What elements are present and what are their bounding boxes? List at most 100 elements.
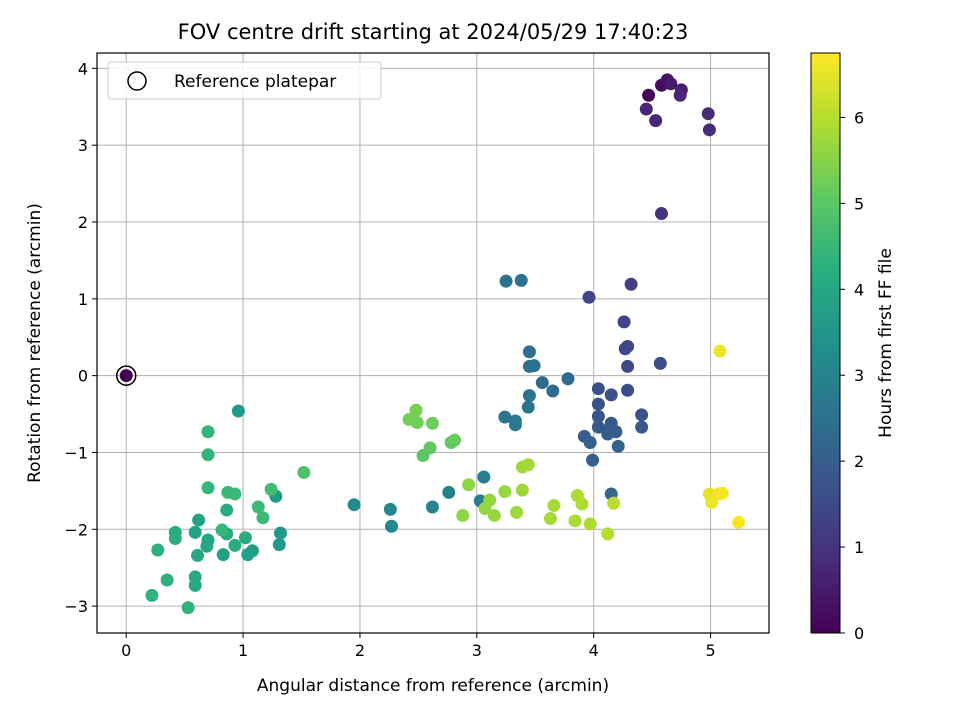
reference-point <box>119 369 133 383</box>
data-point <box>483 493 497 507</box>
data-point <box>521 400 535 414</box>
data-point <box>521 458 535 472</box>
data-point <box>586 453 600 467</box>
data-point <box>201 481 215 495</box>
data-point <box>188 578 202 592</box>
data-point <box>522 359 536 373</box>
data-point <box>385 519 399 533</box>
data-point <box>442 485 456 499</box>
data-point <box>604 388 618 402</box>
legend: Reference platepar <box>107 61 382 100</box>
data-point <box>515 483 529 497</box>
data-point <box>425 500 439 514</box>
data-point <box>732 515 746 529</box>
data-point <box>145 588 159 602</box>
data-point <box>618 342 632 356</box>
data-point <box>241 548 255 562</box>
data-point <box>201 425 215 439</box>
reference-marker <box>115 365 137 386</box>
x-tick-label: 0 <box>121 641 131 660</box>
data-point <box>228 487 242 501</box>
data-point <box>192 513 206 527</box>
data-point <box>601 527 615 541</box>
x-axis-ticks: 0 1 2 3 4 5 <box>121 633 716 660</box>
data-point <box>498 485 512 499</box>
plot-frame <box>96 52 770 634</box>
colorbar-tick-label: 4 <box>854 280 864 299</box>
colorbar-tick-label: 2 <box>854 452 864 471</box>
data-point <box>664 77 678 91</box>
legend-entry-reference-platepar: Reference platepar <box>174 72 336 92</box>
y-tick-label: −3 <box>64 597 88 616</box>
x-tick-label: 3 <box>472 641 482 660</box>
colorbar-tick-label: 6 <box>854 108 864 127</box>
data-point <box>635 420 649 434</box>
y-tick-label: −2 <box>64 520 88 539</box>
data-point <box>228 538 242 552</box>
chart-title: FOV centre drift starting at 2024/05/29 … <box>178 20 689 44</box>
data-point <box>611 439 625 453</box>
y-tick-label: 1 <box>78 290 88 309</box>
data-point <box>498 410 512 424</box>
reference-ring <box>115 365 137 386</box>
data-point <box>251 500 265 514</box>
data-point <box>621 383 635 397</box>
data-point <box>601 427 615 441</box>
data-point <box>487 508 501 522</box>
data-point <box>191 548 205 562</box>
data-point <box>702 123 716 137</box>
data-point <box>151 543 165 557</box>
data-point <box>635 408 649 422</box>
data-point <box>649 114 663 128</box>
grid-lines <box>97 53 769 633</box>
data-point <box>272 538 286 552</box>
data-point <box>423 441 437 455</box>
legend-box <box>107 61 382 100</box>
data-point <box>264 482 278 496</box>
data-point <box>425 416 439 430</box>
data-point <box>409 403 423 417</box>
colorbar-tick-label: 3 <box>854 366 864 385</box>
y-tick-label: 2 <box>78 213 88 232</box>
data-point <box>624 277 638 291</box>
data-point <box>583 435 597 449</box>
data-point <box>216 548 230 562</box>
y-tick-label: 4 <box>78 59 88 78</box>
x-tick-label: 4 <box>589 641 599 660</box>
y-tick-label: 0 <box>78 367 88 386</box>
data-point <box>561 372 575 386</box>
data-point <box>715 486 729 500</box>
data-point <box>402 412 416 426</box>
data-point <box>273 526 287 540</box>
data-point <box>256 511 270 525</box>
legend-marker-icon <box>127 71 147 91</box>
data-point <box>607 496 621 510</box>
y-axis-label: Rotation from reference (arcmin) <box>25 203 45 483</box>
data-point <box>583 517 597 531</box>
data-point <box>543 512 557 526</box>
data-point <box>477 470 491 484</box>
colorbar: 0 1 2 3 4 5 6 Hours from first FF file <box>810 52 896 643</box>
data-point <box>200 539 214 553</box>
data-point <box>510 505 524 519</box>
data-point <box>383 502 397 516</box>
data-points <box>145 73 746 615</box>
data-point <box>508 418 522 432</box>
colorbar-ticks: 0 1 2 3 4 5 6 <box>840 108 864 643</box>
data-point <box>347 498 361 512</box>
data-point <box>188 525 202 539</box>
data-point <box>591 397 605 411</box>
data-point <box>535 376 549 390</box>
x-tick-label: 5 <box>705 641 715 660</box>
data-point <box>160 573 174 587</box>
data-point <box>713 344 727 358</box>
data-point <box>575 497 589 511</box>
data-point <box>654 207 668 221</box>
data-point <box>653 356 667 370</box>
colorbar-gradient <box>810 52 841 634</box>
data-point <box>582 290 596 304</box>
data-point <box>231 404 245 418</box>
colorbar-tick-label: 1 <box>854 538 864 557</box>
y-tick-label: −1 <box>64 443 88 462</box>
data-point <box>617 315 631 329</box>
